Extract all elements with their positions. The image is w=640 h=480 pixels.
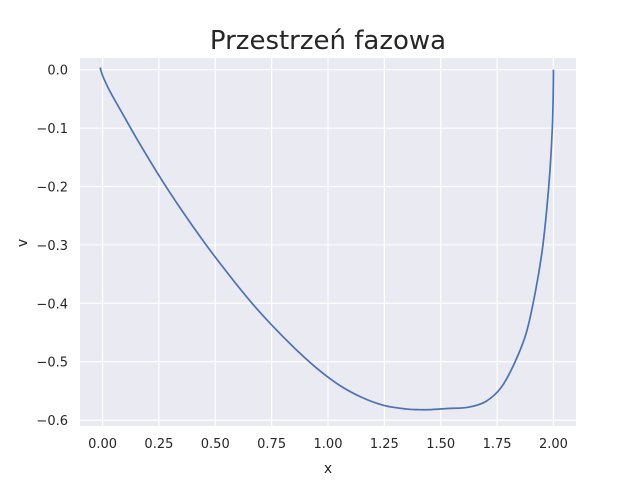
x-tick-label: 1.25 [370, 437, 399, 452]
x-tick-label: 0.75 [257, 437, 286, 452]
y-tick-labels: 0.0 −0.1 −0.2 −0.3 −0.4 −0.5 −0.6 [36, 64, 68, 429]
x-tick-label: 1.50 [426, 437, 455, 452]
x-tick-label: 0.25 [144, 437, 173, 452]
y-tick-label: −0.3 [36, 239, 68, 254]
x-tick-label: 0.50 [201, 437, 230, 452]
y-tick-label: −0.2 [36, 181, 68, 196]
x-tick-label: 1.75 [483, 437, 512, 452]
y-tick-label: 0.0 [47, 64, 68, 79]
series-group [99, 67, 555, 411]
chart-title: Przestrzeń fazowa [210, 26, 446, 56]
x-tick-label: 1.00 [314, 437, 343, 452]
y-tick-label: −0.1 [36, 122, 68, 137]
y-tick-label: −0.4 [36, 297, 68, 312]
x-tick-label: 0.00 [88, 437, 117, 452]
y-axis-label: v [15, 239, 31, 247]
x-axis-label: x [324, 461, 332, 477]
series-line [99, 67, 555, 411]
y-tick-label: −0.6 [36, 414, 68, 429]
y-tick-label: −0.5 [36, 356, 68, 371]
x-tick-labels: 0.00 0.25 0.50 0.75 1.00 1.25 1.50 1.75 2.00 [88, 437, 568, 452]
x-tick-label: 2.00 [539, 437, 568, 452]
